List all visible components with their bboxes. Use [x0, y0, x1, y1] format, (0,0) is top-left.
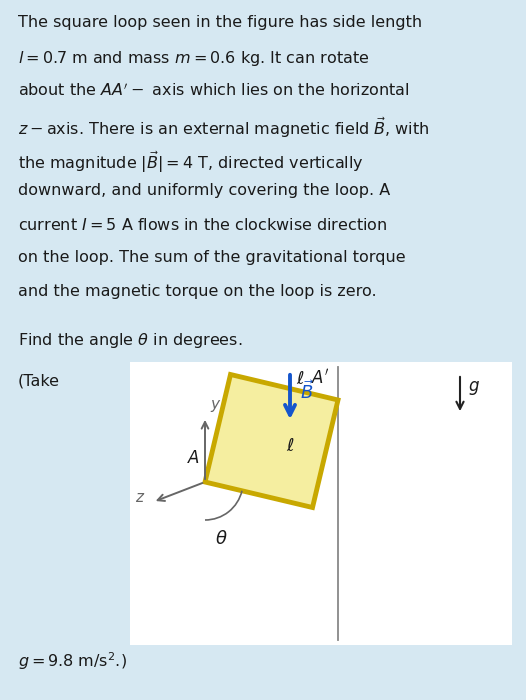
- Text: $A'$: $A'$: [311, 369, 330, 388]
- Polygon shape: [205, 374, 338, 508]
- Text: the magnitude $|\vec{B}| = 4$ T, directed vertically: the magnitude $|\vec{B}| = 4$ T, directe…: [18, 149, 364, 174]
- Text: $g$: $g$: [468, 379, 480, 397]
- Text: The square loop seen in the figure has side length: The square loop seen in the figure has s…: [18, 15, 422, 30]
- Text: downward, and uniformly covering the loop. A: downward, and uniformly covering the loo…: [18, 183, 390, 198]
- Text: $z-$axis. There is an external magnetic field $\vec{B}$, with: $z-$axis. There is an external magnetic …: [18, 116, 430, 140]
- Text: $z$: $z$: [135, 489, 145, 505]
- Text: (Take: (Take: [18, 373, 60, 388]
- Text: $g = 9.8$ m/s$^2$.): $g = 9.8$ m/s$^2$.): [18, 650, 127, 672]
- Text: $\ell$: $\ell$: [286, 437, 294, 455]
- Text: $y$: $y$: [210, 398, 221, 414]
- Text: $\ell$: $\ell$: [296, 370, 305, 388]
- Text: about the $AA'-$ axis which lies on the horizontal: about the $AA'-$ axis which lies on the …: [18, 82, 410, 99]
- Text: current $I = 5$ A flows in the clockwise direction: current $I = 5$ A flows in the clockwise…: [18, 216, 388, 232]
- Text: Find the angle $\theta$ in degrees.: Find the angle $\theta$ in degrees.: [18, 331, 242, 351]
- Text: and the magnetic torque on the loop is zero.: and the magnetic torque on the loop is z…: [18, 284, 377, 299]
- Text: $l = 0.7$ m and mass $m = 0.6$ kg. It can rotate: $l = 0.7$ m and mass $m = 0.6$ kg. It ca…: [18, 48, 369, 68]
- Text: $A$: $A$: [187, 449, 200, 467]
- Text: $\theta$: $\theta$: [215, 530, 228, 548]
- Text: $\vec{B}$: $\vec{B}$: [300, 381, 314, 403]
- Bar: [130, 362, 512, 645]
- Text: on the loop. The sum of the gravitational torque: on the loop. The sum of the gravitationa…: [18, 250, 406, 265]
